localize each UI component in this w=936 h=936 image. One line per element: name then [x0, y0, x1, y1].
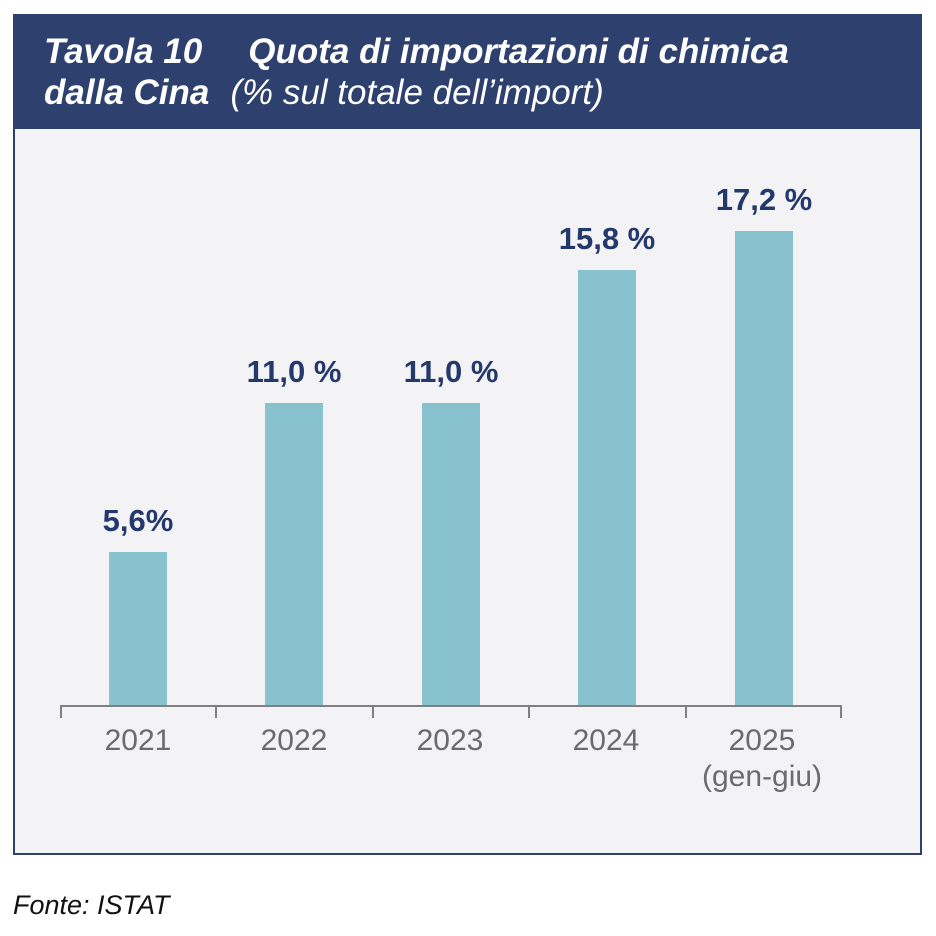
x-axis-tick [60, 707, 62, 718]
x-axis-tick [215, 707, 217, 718]
x-tick-label-year: 2024 [572, 724, 640, 757]
x-tick-sublabel: (gen-giu) [701, 760, 823, 793]
x-axis-tick [528, 707, 530, 718]
chart-title-continued: dalla Cina [44, 73, 210, 112]
bar-2023 [422, 403, 480, 707]
x-tick-label-year: 2023 [416, 724, 484, 757]
x-axis-labels: 2021 2022 2023 2024 2025 (gen-giu) [60, 723, 842, 795]
x-tick-label-year: 2021 [104, 724, 172, 757]
x-tick-label-2021: 2021 [60, 723, 216, 795]
x-axis-tick [372, 707, 374, 718]
x-axis-tick [840, 707, 842, 718]
bar-2021 [109, 552, 167, 707]
bar-group-2021: 5,6% [60, 129, 216, 707]
bar-value-label-2025: 17,2 % [715, 182, 813, 217]
header-line-1: Tavola 10 Quota di importazioni di chimic… [44, 31, 902, 72]
bar-value-label-2022: 11,0 % [246, 354, 342, 389]
bar-value-label-2024: 15,8 % [558, 221, 656, 256]
header-line-2: dalla Cina (% sul totale dell’import) [44, 72, 902, 113]
bar-2024 [578, 270, 636, 707]
bar-value-label-2021: 5,6% [102, 503, 174, 538]
bar-value-label-2023: 11,0 % [403, 354, 499, 389]
x-tick-label-2024: 2024 [528, 723, 684, 795]
source-note: Fonte: ISTAT [13, 890, 170, 920]
figure: Tavola 10 Quota di importazioni di chimic… [13, 14, 922, 855]
bar-group-2022: 11,0 % [216, 129, 372, 707]
bar-group-2024: 15,8 % [529, 129, 685, 707]
table-number-label: Tavola 10 [44, 32, 203, 71]
bar-2025 [735, 231, 793, 707]
plot-area: 5,6% 11,0 % 11,0 % 15,8 % 17,2 % [60, 129, 842, 718]
x-tick-label-year: 2022 [260, 724, 328, 757]
x-axis-line [60, 705, 842, 707]
chart-header: Tavola 10 Quota di importazioni di chimic… [13, 14, 922, 127]
bar-2022 [265, 403, 323, 707]
chart-subtitle: (% sul totale dell’import) [230, 73, 604, 112]
chart-panel: 5,6% 11,0 % 11,0 % 15,8 % 17,2 % [13, 127, 922, 855]
x-axis-tick [685, 707, 687, 718]
x-tick-label-year: 2025 [728, 724, 796, 757]
chart-title: Quota di importazioni di chimica [248, 32, 789, 71]
x-tick-label-2025: 2025 (gen-giu) [684, 723, 840, 795]
bar-group-2025: 17,2 % [686, 129, 842, 707]
bar-group-2023: 11,0 % [373, 129, 529, 707]
x-tick-label-2022: 2022 [216, 723, 372, 795]
x-tick-label-2023: 2023 [372, 723, 528, 795]
